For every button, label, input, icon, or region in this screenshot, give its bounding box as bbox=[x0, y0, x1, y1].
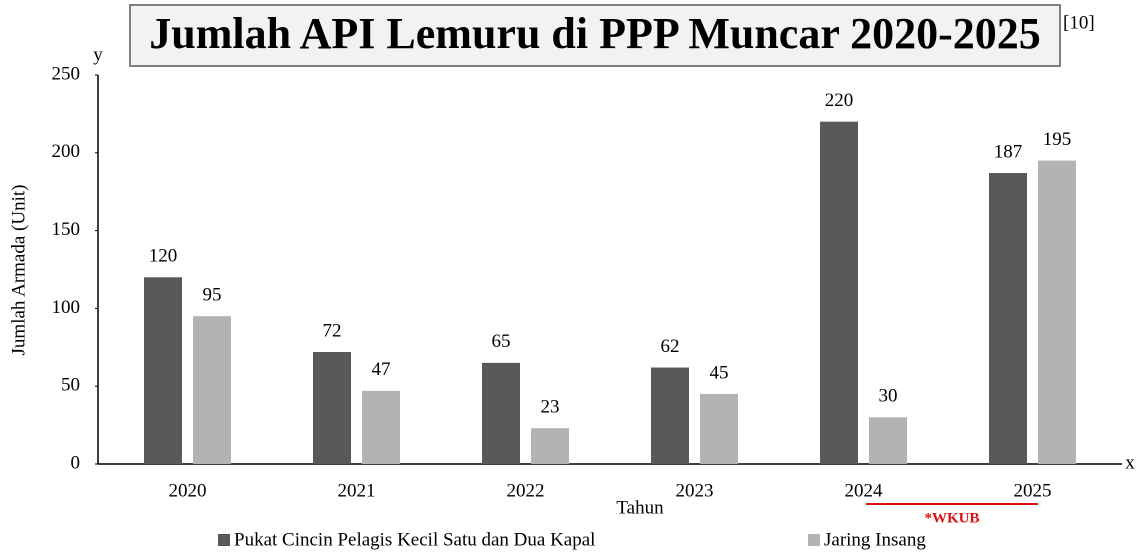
bar bbox=[869, 417, 907, 464]
bar bbox=[651, 367, 689, 464]
bar bbox=[362, 390, 400, 464]
data-label: 45 bbox=[710, 362, 729, 383]
legend-label: Jaring Insang bbox=[824, 529, 926, 550]
bar bbox=[531, 428, 569, 464]
data-label: 47 bbox=[372, 359, 391, 380]
bar bbox=[313, 351, 351, 464]
bar bbox=[193, 316, 231, 464]
x-tick-label: 2023 bbox=[676, 480, 714, 501]
bar bbox=[144, 277, 182, 464]
x-axis-letter: x bbox=[1125, 452, 1135, 473]
y-axis-title: Jumlah Armada (Unit) bbox=[8, 185, 29, 356]
data-label: 65 bbox=[492, 331, 511, 352]
y-tick-label: 200 bbox=[52, 141, 81, 162]
bar bbox=[820, 121, 858, 465]
legend-swatch bbox=[808, 534, 820, 546]
reference: [10] bbox=[1063, 12, 1095, 33]
bar bbox=[989, 173, 1027, 464]
y-tick-label: 150 bbox=[52, 219, 81, 240]
y-tick-label: 0 bbox=[71, 452, 81, 473]
legend-label: Pukat Cincin Pelagis Kecil Satu dan Dua … bbox=[234, 529, 595, 550]
x-tick-label: 2025 bbox=[1014, 480, 1052, 501]
data-label: 23 bbox=[541, 397, 560, 418]
data-label: 187 bbox=[994, 141, 1023, 162]
bar bbox=[700, 393, 738, 464]
bar bbox=[1038, 160, 1076, 464]
x-tick-label: 2020 bbox=[169, 480, 207, 501]
data-label: 195 bbox=[1043, 129, 1072, 150]
y-tick-label: 50 bbox=[61, 375, 80, 396]
data-label: 220 bbox=[825, 90, 854, 111]
x-tick-label: 2021 bbox=[338, 480, 376, 501]
data-label: 72 bbox=[323, 320, 342, 341]
bar bbox=[482, 362, 520, 464]
data-label: 62 bbox=[661, 336, 680, 357]
y-tick-label: 250 bbox=[52, 63, 81, 84]
annotation: *WKUB bbox=[924, 510, 979, 526]
y-tick-label: 100 bbox=[52, 297, 81, 318]
x-tick-label: 2022 bbox=[507, 480, 545, 501]
data-label: 95 bbox=[203, 285, 222, 306]
title-box bbox=[129, 4, 1061, 67]
y-axis-letter: y bbox=[93, 44, 103, 65]
chart-title: Jumlah API Lemuru di PPP Muncar 2020-202… bbox=[149, 9, 1040, 58]
data-label: 120 bbox=[149, 246, 178, 267]
legend-swatch bbox=[218, 534, 230, 546]
data-label: 30 bbox=[879, 386, 898, 407]
x-axis-title: Tahun bbox=[616, 497, 664, 518]
x-tick-label: 2024 bbox=[845, 480, 884, 501]
